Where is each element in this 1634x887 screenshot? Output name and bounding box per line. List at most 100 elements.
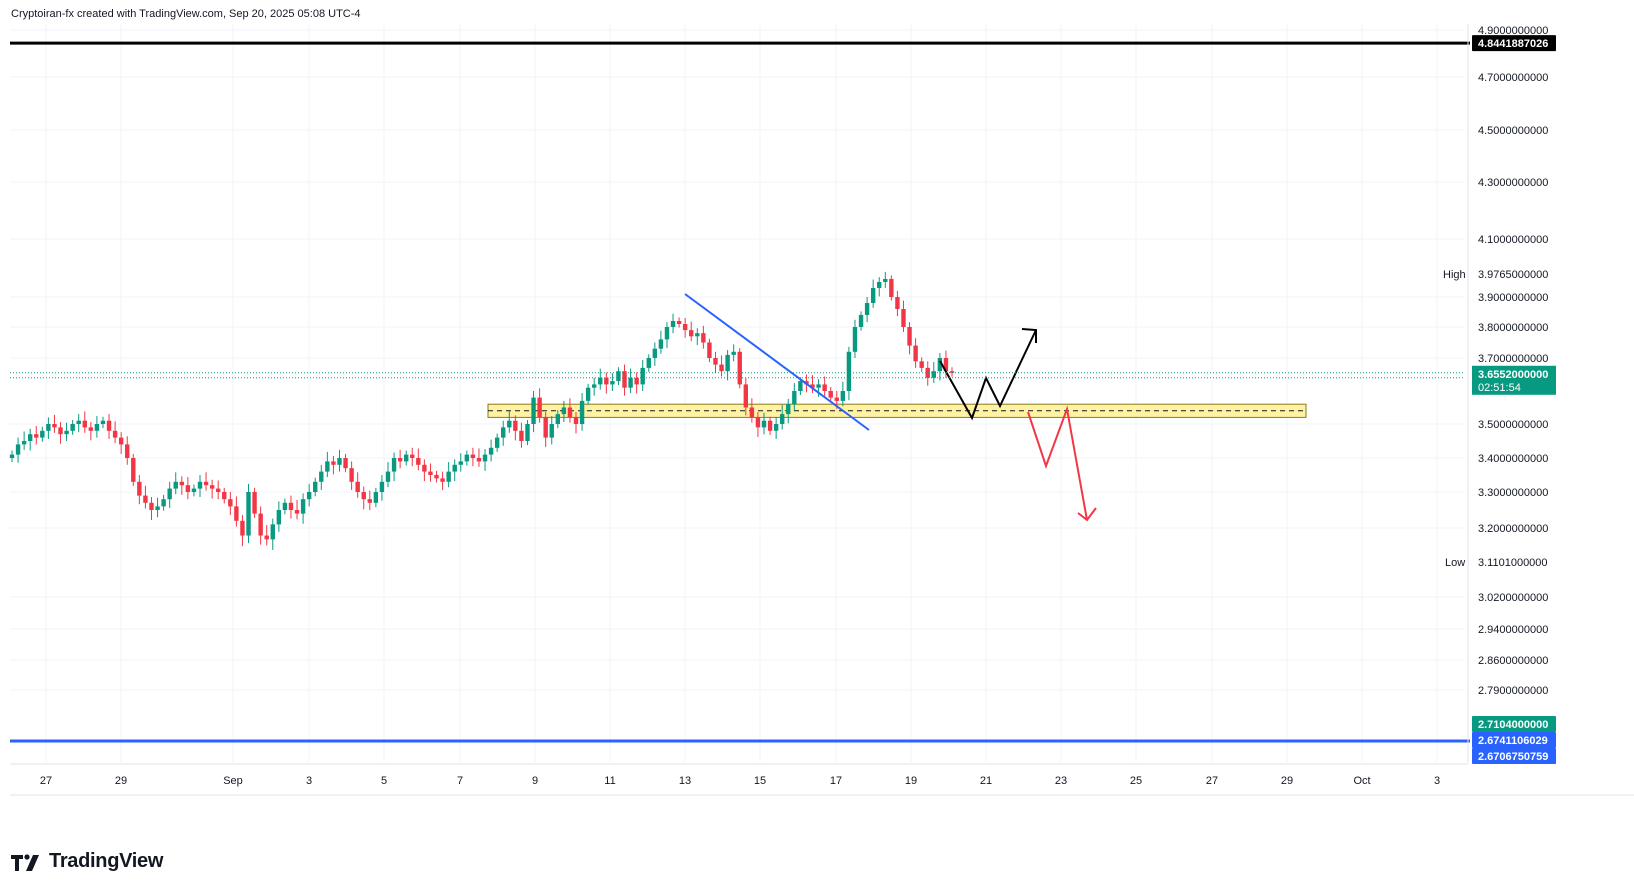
low-level-badge-bg xyxy=(1472,716,1556,732)
candle xyxy=(519,422,524,448)
candle-body xyxy=(258,513,263,536)
candle xyxy=(622,364,627,396)
bottom-level-badge-2-bg xyxy=(1472,748,1556,764)
candle-body xyxy=(707,342,712,358)
bottom-level-badge-1-bg xyxy=(1472,732,1556,748)
x-tick-label: 29 xyxy=(115,775,127,787)
candle-body xyxy=(410,454,415,458)
candle xyxy=(877,277,882,297)
candle-body xyxy=(82,420,87,428)
candle-body xyxy=(88,427,94,431)
candle-body xyxy=(494,437,500,448)
x-tick-label: Oct xyxy=(1353,775,1370,787)
y-tick-label: 3.0200000000 xyxy=(1478,592,1548,604)
candle-body xyxy=(943,358,949,372)
candle-body xyxy=(907,327,912,346)
candle-body xyxy=(282,502,288,510)
candle xyxy=(228,492,233,516)
bottom-level-badge-1-text: 2.6741106029 xyxy=(1478,735,1548,747)
candle-body xyxy=(46,424,51,431)
top-level-badge-bg xyxy=(1472,35,1556,52)
y-tick-label: 3.7000000000 xyxy=(1478,353,1548,365)
candle-body xyxy=(331,461,336,465)
candle-body xyxy=(810,384,815,388)
low-label: Low xyxy=(1445,557,1465,569)
candle-body xyxy=(306,492,312,500)
candle xyxy=(149,497,154,521)
support-zone xyxy=(487,403,1307,418)
candle xyxy=(416,448,421,471)
candle-body xyxy=(634,377,639,385)
candle-body xyxy=(779,414,785,424)
candle xyxy=(331,455,336,475)
candle-body xyxy=(209,485,215,489)
candle-body xyxy=(567,407,573,418)
candle xyxy=(397,449,403,469)
candle-body xyxy=(373,492,379,503)
x-tick-label: 25 xyxy=(1130,775,1142,787)
candle-body xyxy=(786,404,791,415)
candle xyxy=(549,416,554,445)
candle-body xyxy=(749,407,755,418)
candle xyxy=(658,330,664,354)
candle xyxy=(355,472,360,498)
candle xyxy=(567,398,573,423)
candle-body xyxy=(931,371,937,378)
candle-body xyxy=(816,384,821,388)
candle-body xyxy=(106,420,112,431)
time-axis: 27 29 Sep 3 5 7 9 11 13 15 17 19 21 23 25 27 29 Oct 3 xyxy=(10,763,1634,796)
candle xyxy=(828,387,833,402)
chart-caption: Cryptoiran-fx created with TradingView.c… xyxy=(11,8,361,20)
candle-body xyxy=(58,427,63,435)
candle xyxy=(937,353,943,381)
candle xyxy=(464,450,470,466)
candle-body xyxy=(240,520,245,536)
current-price-badge-bg xyxy=(1472,365,1556,395)
x-tick-label: 15 xyxy=(754,775,766,787)
candle-body xyxy=(355,481,360,492)
candle xyxy=(410,447,415,467)
candle-body xyxy=(343,458,348,469)
candle xyxy=(52,414,57,433)
candle xyxy=(707,338,712,362)
tradingview-logo-icon xyxy=(11,853,39,871)
candle-body xyxy=(840,391,846,401)
candle xyxy=(373,487,379,508)
y-tick-label: 4.9000000000 xyxy=(1478,25,1548,37)
y-tick-label: 3.2000000000 xyxy=(1478,523,1548,535)
candle xyxy=(913,338,918,368)
candle-body xyxy=(155,506,160,510)
candle-body xyxy=(131,458,136,482)
candle-body xyxy=(755,417,761,428)
candle xyxy=(755,412,761,437)
candle xyxy=(58,422,63,444)
candle xyxy=(264,525,269,546)
candle xyxy=(713,351,718,373)
candle-body xyxy=(246,492,251,536)
candle-body xyxy=(658,339,664,349)
candle xyxy=(137,475,142,505)
candle xyxy=(300,493,306,524)
candle-body xyxy=(713,358,718,365)
candle xyxy=(379,475,385,501)
x-tick-label: 3 xyxy=(306,775,312,787)
candle-body xyxy=(70,424,75,431)
candle xyxy=(21,431,27,450)
candle xyxy=(215,480,221,500)
candle xyxy=(234,496,239,527)
candle-body xyxy=(228,499,233,507)
candle-body xyxy=(482,454,488,462)
candle xyxy=(883,271,888,288)
candle-body xyxy=(452,464,457,472)
y-tick-label: 4.5000000000 xyxy=(1478,125,1548,137)
candle-body xyxy=(52,424,57,428)
candle xyxy=(689,321,694,342)
candle xyxy=(555,410,561,429)
candle xyxy=(488,439,494,462)
candle-body xyxy=(604,377,609,385)
candle xyxy=(276,501,282,532)
tradingview-logo[interactable]: TradingView xyxy=(11,850,163,873)
candle-body xyxy=(434,475,439,479)
candle-body xyxy=(15,444,21,455)
